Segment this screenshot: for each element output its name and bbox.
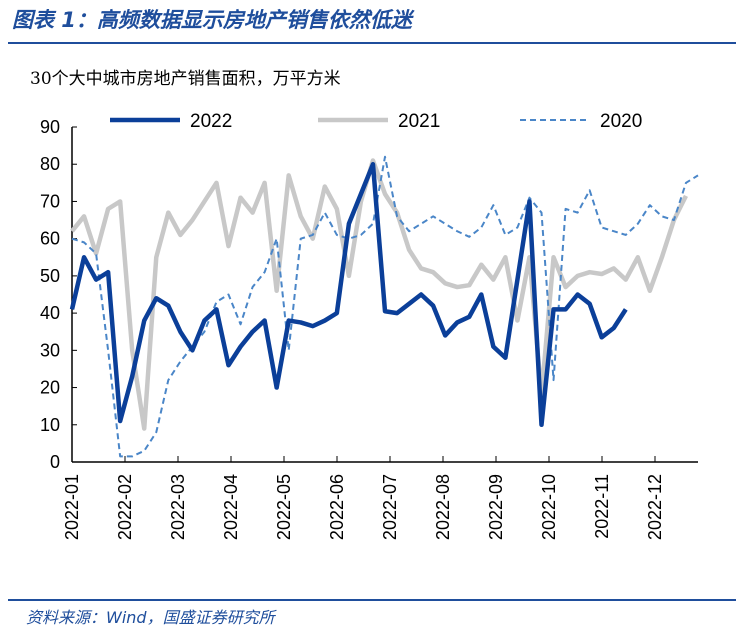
- y-tick-label: 0: [50, 452, 60, 472]
- y-tick-label: 10: [40, 415, 60, 435]
- x-tick-label: 2022-12: [645, 474, 665, 540]
- title-divider: [8, 42, 736, 44]
- legend-label-2020: 2020: [600, 111, 642, 132]
- series-line-2021: [70, 158, 688, 431]
- x-tick-label: 2022-01: [62, 474, 82, 540]
- y-tick-label: 60: [40, 229, 60, 249]
- y-tick-label: 70: [40, 191, 60, 211]
- chart-title: 30个大中城市房地产销售面积，万平方米: [30, 69, 341, 89]
- source-note: 资料来源：Wind，国盛证券研究所: [26, 608, 275, 627]
- x-tick-label: 2022-02: [115, 474, 135, 540]
- legend-label-2022: 2022: [190, 111, 232, 132]
- x-tick-label: 2022-10: [539, 474, 559, 540]
- x-tick-label: 2022-11: [592, 474, 612, 539]
- source-divider: [8, 599, 736, 601]
- x-tick-label: 2022-06: [327, 474, 347, 540]
- x-tick-label: 2022-09: [486, 474, 506, 540]
- y-tick-label: 90: [40, 117, 60, 137]
- y-tick-label: 30: [40, 340, 60, 360]
- x-tick-label: 2022-04: [221, 474, 241, 540]
- y-tick-label: 50: [40, 266, 60, 286]
- figure-title: 图表 1：高频数据显示房地产销售依然低迷: [12, 8, 412, 32]
- x-tick-label: 2022-03: [168, 474, 188, 540]
- line-chart: 0 10 20 30 40 50 60 70 80 90 2022-01 2022-02 2022-03…: [40, 111, 699, 540]
- y-tick-label: 40: [40, 303, 60, 323]
- x-tick-label: 2022-05: [274, 474, 294, 540]
- x-tick-label: 2022-07: [380, 474, 400, 540]
- y-tick-label: 20: [40, 378, 60, 398]
- series-line-2022: [69, 161, 628, 428]
- x-tick-label: 2022-08: [433, 474, 453, 540]
- legend-label-2021: 2021: [398, 111, 440, 132]
- y-tick-label: 80: [40, 154, 60, 174]
- series-line-2020: [71, 155, 699, 458]
